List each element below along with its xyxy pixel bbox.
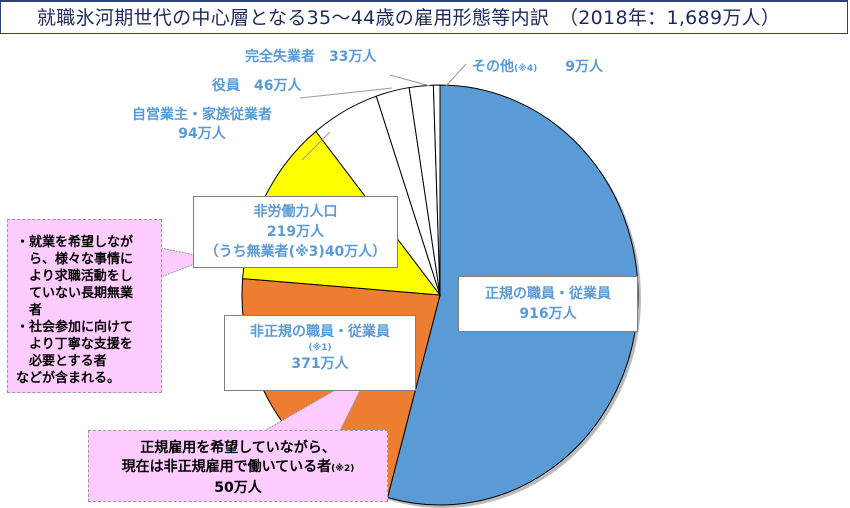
callout-bottom: 正規雇用を希望していながら、 現在は非正規雇用で働いている者(※2) 50万人 — [88, 430, 388, 502]
callout-left: ・就業を希望しなが ら、様々な事情に より求職活動をし ていない長期無業 者・社… — [7, 219, 162, 393]
label-other: その他(※4) 9万人 — [472, 59, 603, 75]
leader-line — [445, 63, 467, 87]
label-unemployed: 完全失業者 33万人 — [245, 49, 377, 65]
leader-line — [299, 87, 393, 99]
label-regular: 正規の職員・従業員 916万人 — [458, 276, 638, 332]
label-self-employed: 自営業主・家族従業者 94万人 — [132, 107, 272, 142]
label-non-labor: 非労働力人口 219万人 （うち無業者(※3)40万人） — [193, 196, 398, 268]
pie-slice — [432, 84, 441, 296]
chart-title: 就職氷河期世代の中心層となる35～44歳の雇用形態等内訳 （2018年：1,68… — [0, 0, 848, 34]
leader-line — [301, 131, 331, 161]
label-officers: 役員 46万人 — [212, 78, 302, 94]
label-non-regular: 非正規の職員・従業員 (※1) 371万人 — [224, 315, 416, 391]
leader-line — [389, 74, 431, 87]
